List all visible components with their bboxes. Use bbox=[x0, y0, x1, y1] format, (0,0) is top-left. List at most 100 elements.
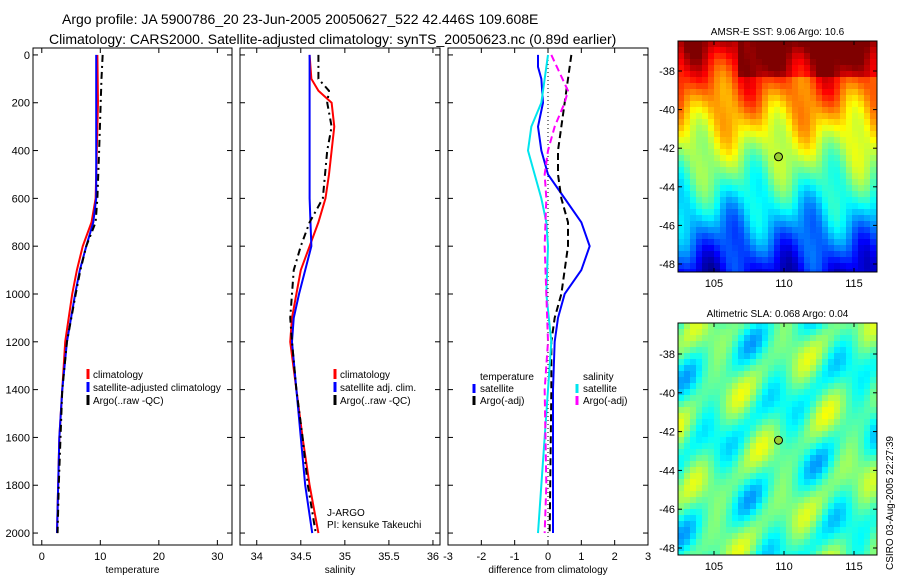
map-cell bbox=[750, 131, 756, 137]
map-cell bbox=[744, 389, 750, 395]
map-cell bbox=[690, 479, 696, 485]
map-cell bbox=[786, 509, 792, 515]
map-cell bbox=[786, 227, 792, 233]
map-cell bbox=[738, 383, 744, 389]
map-cell bbox=[726, 443, 732, 449]
map-cell bbox=[870, 191, 876, 197]
map-cell bbox=[822, 209, 828, 215]
map-cell bbox=[846, 515, 852, 521]
map-cell bbox=[714, 497, 720, 503]
map-cell bbox=[696, 125, 702, 131]
map-cell bbox=[858, 407, 864, 413]
map-cell bbox=[846, 251, 852, 257]
map-cell bbox=[708, 443, 714, 449]
map-cell bbox=[726, 209, 732, 215]
map-cell bbox=[690, 239, 696, 245]
map-cell bbox=[858, 473, 864, 479]
map-cell bbox=[744, 383, 750, 389]
map-cell bbox=[834, 449, 840, 455]
map-cell bbox=[768, 209, 774, 215]
map-cell bbox=[780, 167, 786, 173]
map-cell bbox=[708, 383, 714, 389]
map-cell bbox=[786, 431, 792, 437]
map-cell bbox=[858, 419, 864, 425]
map-cell bbox=[852, 431, 858, 437]
map-cell bbox=[792, 119, 798, 125]
map-cell bbox=[678, 503, 684, 509]
map-cell bbox=[798, 545, 804, 551]
map-cell bbox=[804, 185, 810, 191]
map-cell bbox=[774, 359, 780, 365]
map-cell bbox=[744, 497, 750, 503]
map-cell bbox=[750, 107, 756, 113]
map-cell bbox=[750, 533, 756, 539]
map-cell bbox=[732, 503, 738, 509]
map-cell bbox=[774, 161, 780, 167]
map-cell bbox=[804, 203, 810, 209]
map-cell bbox=[822, 251, 828, 257]
map-cell bbox=[750, 503, 756, 509]
map-cell bbox=[858, 77, 864, 83]
map-cell bbox=[708, 323, 714, 329]
map-cell bbox=[870, 149, 876, 155]
map-cell bbox=[726, 233, 732, 239]
map-cell bbox=[834, 515, 840, 521]
map-cell bbox=[798, 551, 804, 555]
map-cell bbox=[738, 173, 744, 179]
map-cell bbox=[786, 179, 792, 185]
map-cell bbox=[768, 323, 774, 329]
map-cell bbox=[858, 359, 864, 365]
map-cell bbox=[744, 59, 750, 65]
map-cell bbox=[846, 425, 852, 431]
map-cell bbox=[690, 221, 696, 227]
map-cell bbox=[732, 479, 738, 485]
map-cell bbox=[840, 341, 846, 347]
map-cell bbox=[822, 461, 828, 467]
map-cell bbox=[756, 155, 762, 161]
map-cell bbox=[834, 77, 840, 83]
map-cell bbox=[762, 131, 768, 137]
map-cell bbox=[828, 107, 834, 113]
map-cell bbox=[720, 413, 726, 419]
map-cell bbox=[702, 173, 708, 179]
map-cell bbox=[678, 137, 684, 143]
map-cell bbox=[744, 425, 750, 431]
map-cell bbox=[690, 497, 696, 503]
map-cell bbox=[780, 251, 786, 257]
map-cell bbox=[810, 335, 816, 341]
map-cell bbox=[828, 47, 834, 53]
map-cell bbox=[714, 527, 720, 533]
map-cell bbox=[726, 269, 732, 272]
map-cell bbox=[762, 173, 768, 179]
map-cell bbox=[732, 431, 738, 437]
map-cell bbox=[828, 353, 834, 359]
map-cell bbox=[732, 419, 738, 425]
map-cell bbox=[750, 413, 756, 419]
map-cell bbox=[684, 479, 690, 485]
map-cell bbox=[774, 521, 780, 527]
map-cell bbox=[834, 269, 840, 272]
map-cell bbox=[720, 455, 726, 461]
map-cell bbox=[780, 395, 786, 401]
y-tick-label: 2000 bbox=[6, 528, 30, 540]
map-cell bbox=[864, 167, 870, 173]
map-cell bbox=[714, 359, 720, 365]
map-cell bbox=[810, 143, 816, 149]
map-cell bbox=[726, 77, 732, 83]
map-cell bbox=[834, 65, 840, 71]
map-cell bbox=[810, 185, 816, 191]
map-cell bbox=[774, 335, 780, 341]
map-cell bbox=[684, 395, 690, 401]
map-cell bbox=[858, 65, 864, 71]
map-cell bbox=[852, 179, 858, 185]
map-cell bbox=[828, 431, 834, 437]
map-cell bbox=[774, 383, 780, 389]
map-cell bbox=[858, 179, 864, 185]
map-cell bbox=[684, 233, 690, 239]
map-cell bbox=[768, 347, 774, 353]
map-cell bbox=[822, 437, 828, 443]
map-cell bbox=[708, 149, 714, 155]
map-cell bbox=[822, 47, 828, 53]
map-cell bbox=[858, 137, 864, 143]
